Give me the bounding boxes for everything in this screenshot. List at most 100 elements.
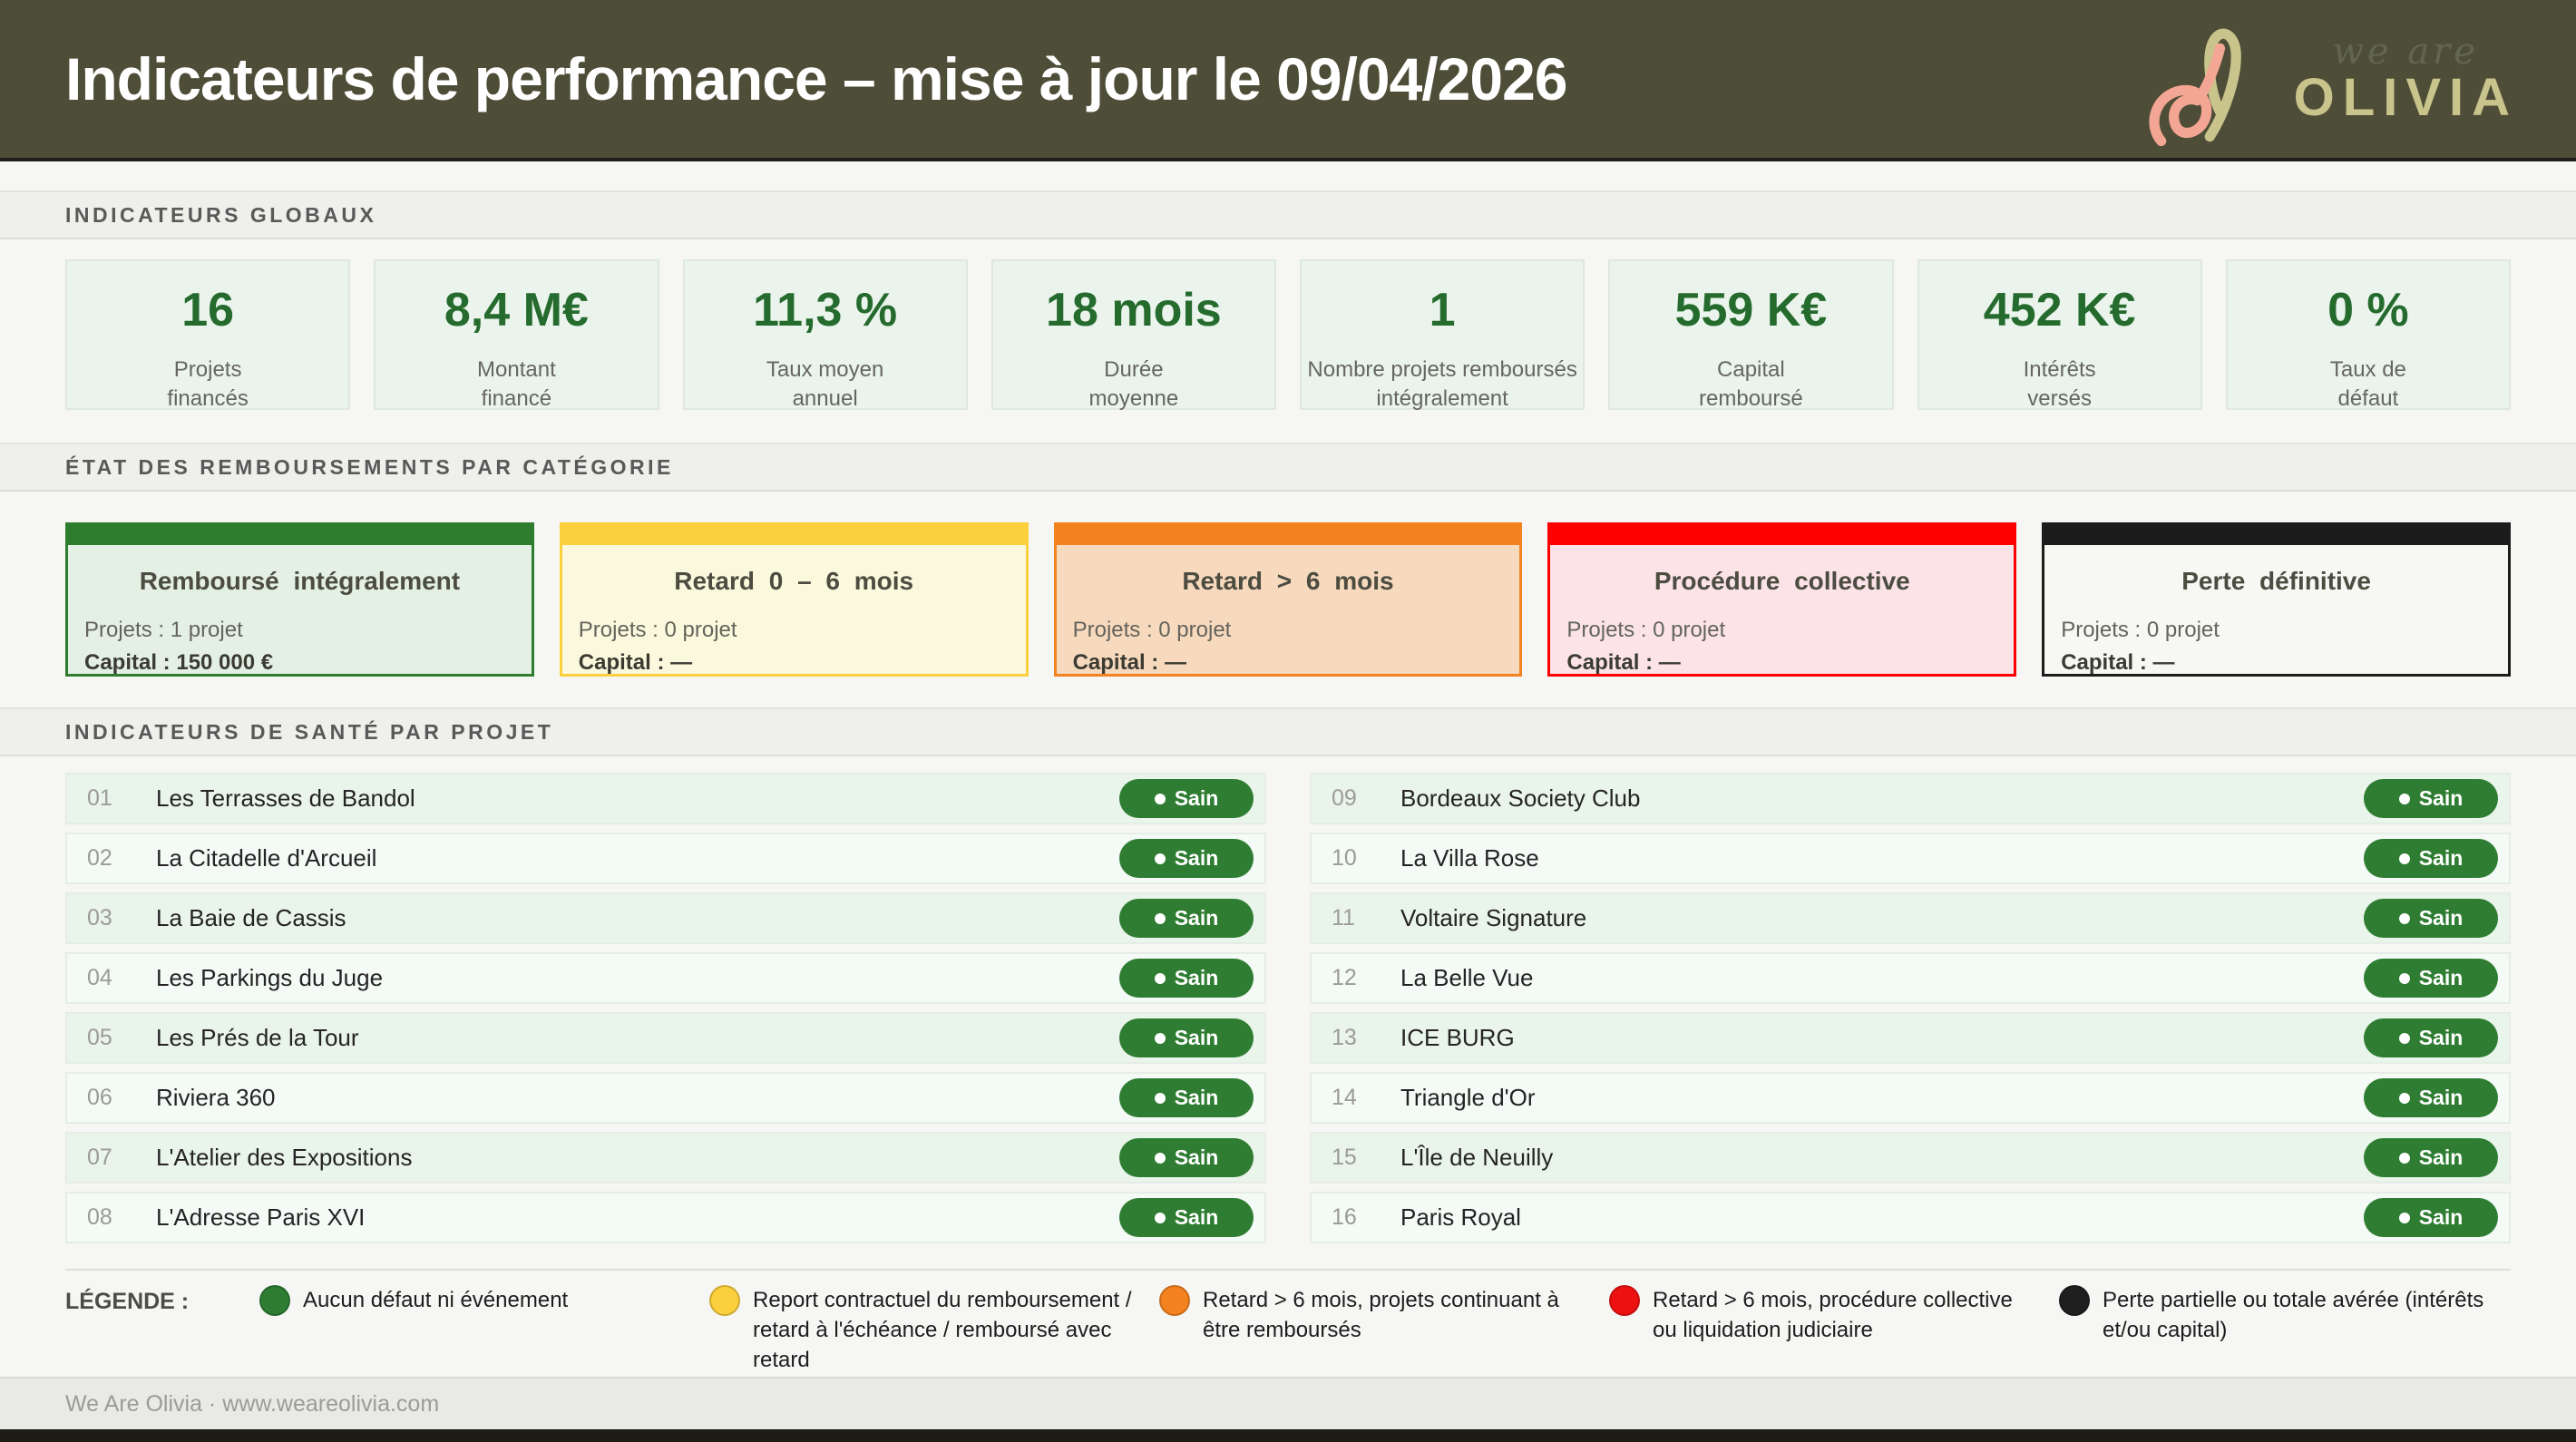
project-row: 01 Les Terrasses de Bandol Sain — [65, 773, 1266, 824]
kpi-label-line2: versés — [2027, 385, 2092, 411]
project-row: 09 Bordeaux Society Club Sain — [1310, 773, 2511, 824]
category-card: Procédure collective Projets : 0 projet … — [1547, 522, 2017, 677]
project-number: 04 — [87, 965, 112, 990]
status-dot-icon — [1154, 972, 1166, 984]
legend-item: Retard > 6 mois, projets continuant à êt… — [1159, 1285, 1587, 1375]
legend-dot-icon — [1609, 1285, 1640, 1316]
kpi-label: Capital remboursé — [1699, 356, 1803, 413]
project-name: La Baie de Cassis — [156, 904, 346, 931]
kpi-label-line1: Montant — [477, 357, 556, 382]
project-number: 05 — [87, 1025, 112, 1050]
kpi-card: 11,3 % Taux moyen annuel — [682, 259, 968, 413]
footer-text: We Are Olivia · www.weareolivia.com — [65, 1390, 440, 1417]
status-dot-icon — [1154, 853, 1166, 864]
page-header: Indicateurs de performance – mise à jour… — [0, 0, 2576, 161]
kpi-label-line2: intégralement — [1376, 385, 1508, 411]
status-badge: Sain — [1119, 779, 1254, 818]
project-name: Les Terrasses de Bandol — [156, 784, 415, 812]
kpi-card: 8,4 M€ Montant financé — [374, 259, 659, 413]
project-name: La Villa Rose — [1400, 844, 1539, 872]
category-title: Retard 0 – 6 mois — [674, 567, 914, 595]
kpi-label-line1: Taux de — [2329, 357, 2406, 382]
section-title-categories: ÉTAT DES REMBOURSEMENTS PAR CATÉGORIE — [65, 454, 674, 479]
status-dot-icon — [2398, 793, 2410, 804]
status-label: Sain — [2418, 906, 2464, 930]
status-dot-icon — [2398, 1152, 2410, 1164]
status-badge: Sain — [2364, 1198, 2498, 1237]
status-badge: Sain — [2364, 1018, 2498, 1057]
status-dot-icon — [2398, 1032, 2410, 1044]
project-number: 15 — [1332, 1145, 1357, 1170]
legend-item: Aucun défaut ni événement — [259, 1285, 688, 1375]
page-footer: We Are Olivia · www.weareolivia.com — [0, 1377, 2576, 1429]
project-row: 13 ICE BURG Sain — [1310, 1012, 2511, 1064]
category-title: Retard > 6 mois — [1182, 567, 1394, 595]
legend-item: Perte partielle ou totale avérée (intérê… — [2059, 1285, 2493, 1375]
project-number: 06 — [87, 1085, 112, 1110]
brand-logo: we are OLIVIA — [2145, 10, 2518, 148]
status-dot-icon — [1154, 1092, 1166, 1104]
status-dot-icon — [2398, 972, 2410, 984]
kpi-label: Taux moyen annuel — [766, 356, 883, 413]
project-row: 14 Triangle d'Or Sain — [1310, 1072, 2511, 1124]
project-number: 01 — [87, 785, 112, 811]
kpi-value: 18 mois — [1046, 284, 1222, 336]
category-projects: Projets : 1 projet — [84, 618, 243, 642]
project-name: La Citadelle d'Arcueil — [156, 844, 377, 872]
kpi-label-line1: Durée — [1104, 357, 1164, 382]
project-number: 11 — [1332, 905, 1355, 930]
status-badge: Sain — [2364, 899, 2498, 938]
kpi-label: Montant financé — [477, 356, 556, 413]
project-row: 07 L'Atelier des Expositions Sain — [65, 1132, 1266, 1184]
kpi-label-line2: défaut — [2337, 385, 2399, 411]
kpi-value: 11,3 % — [753, 284, 898, 336]
project-number: 10 — [1332, 845, 1357, 871]
project-number: 08 — [87, 1204, 112, 1230]
status-label: Sain — [1174, 1026, 1219, 1049]
legend: LÉGENDE : Aucun défaut ni événement Repo… — [65, 1285, 2511, 1375]
kpi-label: Intérêts versés — [2024, 356, 2096, 413]
category-capital: Capital : — — [1566, 650, 1681, 675]
status-dot-icon — [2398, 1212, 2410, 1223]
status-dot-icon — [2398, 1092, 2410, 1104]
status-badge: Sain — [1119, 899, 1254, 938]
kpi-label-line2: financés — [167, 385, 249, 411]
status-dot-icon — [1154, 1032, 1166, 1044]
status-label: Sain — [2418, 1086, 2464, 1109]
status-label: Sain — [2418, 1145, 2464, 1169]
status-label: Sain — [1174, 786, 1219, 810]
category-color-bar — [68, 525, 532, 545]
category-projects: Projets : 0 projet — [1566, 618, 1726, 642]
status-label: Sain — [1174, 906, 1219, 930]
project-name: Les Parkings du Juge — [156, 964, 384, 991]
legend-text: Retard > 6 mois, procédure collective ou… — [1653, 1288, 2013, 1343]
project-row: 15 L'Île de Neuilly Sain — [1310, 1132, 2511, 1184]
project-name: ICE BURG — [1400, 1024, 1515, 1051]
legend-text: Perte partielle ou totale avérée (intérê… — [2103, 1288, 2484, 1343]
project-name: Les Prés de la Tour — [156, 1024, 359, 1051]
status-badge: Sain — [2364, 1078, 2498, 1117]
project-number: 02 — [87, 845, 112, 871]
status-badge: Sain — [2364, 1138, 2498, 1177]
category-card: Perte définitive Projets : 0 projet Capi… — [2042, 522, 2511, 677]
kpi-value: 559 K€ — [1674, 284, 1828, 336]
project-name: L'Île de Neuilly — [1400, 1144, 1554, 1171]
section-title-global: INDICATEURS GLOBAUX — [65, 202, 377, 227]
legend-items: Aucun défaut ni événement Report contrac… — [259, 1285, 2493, 1375]
category-color-bar — [1550, 525, 2015, 545]
kpi-card: 452 K€ Intérêts versés — [1917, 259, 2202, 413]
category-color-bar — [2044, 525, 2508, 545]
legend-label: LÉGENDE : — [65, 1289, 190, 1314]
brand-wordmark: we are OLIVIA — [2294, 34, 2518, 124]
project-row: 11 Voltaire Signature Sain — [1310, 892, 2511, 944]
status-dot-icon — [1154, 1152, 1166, 1164]
bottom-accent-bar — [0, 1429, 2576, 1442]
project-grid: 01 Les Terrasses de Bandol Sain 02 La Ci… — [65, 773, 2511, 1243]
kpi-card: 559 K€ Capital remboursé — [1608, 259, 1894, 413]
legend-dot-icon — [2059, 1285, 2090, 1316]
project-row: 10 La Villa Rose Sain — [1310, 833, 2511, 884]
category-title: Procédure collective — [1654, 567, 1910, 595]
brand-script: we are — [2332, 31, 2479, 73]
project-name: Riviera 360 — [156, 1084, 276, 1111]
